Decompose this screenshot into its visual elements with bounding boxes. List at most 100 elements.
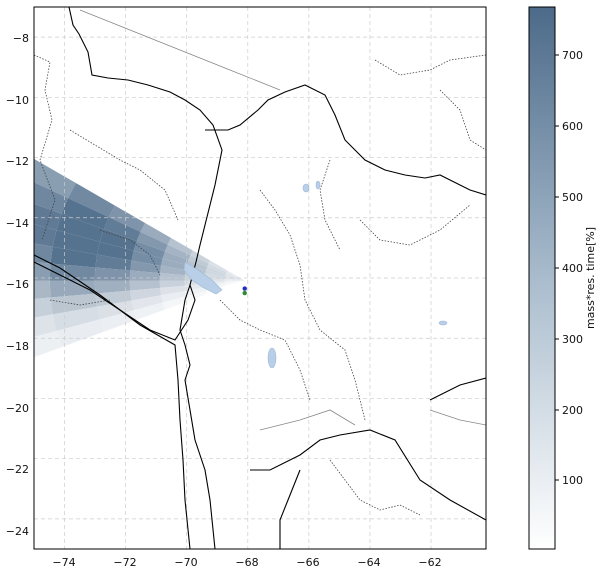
residence-wedge (224, 280, 245, 283)
bolivia-paraguay-border (250, 429, 486, 521)
residence-wedge (162, 251, 189, 265)
map-content (0, 7, 486, 549)
paraguay-brazil-border (429, 377, 486, 401)
residence-wedge (136, 231, 168, 252)
residence-wedge (160, 285, 186, 296)
y-tick-label: −12 (6, 155, 29, 168)
residence-wedge (159, 280, 185, 288)
colorbar-tick-label: 500 (562, 191, 583, 204)
residence-wedge (225, 280, 245, 286)
admin-line-7 (319, 159, 341, 251)
residence-wedge (131, 250, 163, 266)
admin-line-8 (219, 299, 311, 401)
colorbar-ticks: 100 200 300 400 500 600 700 (555, 49, 583, 487)
admin-line-3 (259, 189, 366, 421)
y-tick-labels: −8 −10 −12 −14 −16 −18 −20 −22 −24 (6, 32, 29, 538)
residence-wedge (34, 280, 51, 299)
residence-wedge (225, 275, 245, 281)
admin-line-9 (329, 459, 421, 516)
residence-wedge (190, 250, 211, 264)
residence-wedge (188, 255, 209, 267)
station-point (242, 290, 247, 296)
residence-wedge (34, 331, 62, 358)
residence-wedge (207, 263, 227, 274)
y-tick-label: −16 (6, 278, 29, 291)
residence-wedge (225, 273, 245, 281)
source-point (242, 286, 247, 291)
lakes (183, 180, 448, 369)
residence-wedge (0, 324, 3, 363)
state-line-3 (259, 409, 356, 431)
residence-wedge (0, 171, 10, 216)
bolivia-south-border (179, 284, 216, 549)
residence-wedge (160, 265, 186, 276)
residence-wedge (205, 270, 226, 278)
colorbar-tick-label: 200 (562, 404, 583, 417)
residence-wedge (0, 198, 3, 237)
residence-wedge (50, 246, 97, 268)
gridlines (34, 7, 486, 549)
coast-west (34, 254, 191, 549)
residence-wedge (95, 290, 132, 307)
lake-titicaca (183, 261, 223, 295)
admin-line-10 (99, 229, 161, 276)
residence-wedge (49, 263, 96, 281)
residence-wedge (185, 287, 207, 297)
admin-line-4 (359, 204, 471, 246)
colorbar-label: mass*res. time[%] (584, 227, 597, 329)
rivers-and-states (79, 9, 486, 431)
internal-borders (34, 54, 486, 516)
residence-wedge (130, 287, 161, 301)
residence-wedge (34, 158, 76, 199)
residence-wedge (130, 260, 161, 274)
colorbar: 100 200 300 400 500 600 700 mass*res. ti… (528, 6, 597, 550)
residence-wedge (97, 241, 134, 261)
residence-wedge (133, 241, 165, 259)
brazil-bolivia-border (205, 84, 486, 196)
residence-wedge (140, 223, 172, 245)
residence-wedge (129, 270, 161, 281)
residence-wedge (34, 224, 57, 247)
y-tick-label: −14 (6, 217, 29, 230)
map-frame (33, 6, 487, 550)
residence-wedge (204, 273, 225, 279)
residence-wedge (224, 280, 245, 284)
colorbar-tick-label: 400 (562, 262, 583, 275)
residence-wedge (131, 295, 163, 311)
x-tick-label: −70 (174, 556, 197, 569)
residence-wedge (103, 217, 141, 242)
residence-wedge (167, 238, 193, 256)
residence-wedge (68, 183, 115, 218)
admin-line-11 (49, 299, 111, 306)
residence-wedge (34, 262, 51, 281)
country-borders (34, 7, 486, 549)
admin-line-5 (374, 54, 486, 76)
x-tick-label: −64 (357, 556, 380, 569)
colorbar-tick-label: 600 (562, 120, 583, 133)
y-tick-label: −20 (6, 402, 29, 415)
residence-wedge (164, 244, 191, 260)
y-tick-label: −10 (6, 94, 29, 107)
x-tick-label: −74 (52, 556, 75, 569)
y-tick-label: −24 (6, 525, 29, 538)
y-tick-label: −8 (13, 32, 29, 45)
residence-wedge (186, 290, 208, 302)
residence-wedge (225, 272, 245, 281)
residence-wedge (208, 260, 228, 273)
residence-wedge (95, 254, 132, 271)
state-line-1 (79, 9, 281, 91)
residence-wedge (0, 145, 18, 195)
admin-line-6 (439, 89, 486, 151)
residence-wedge (56, 319, 104, 348)
x-tick-label: −68 (235, 556, 258, 569)
residence-wedge (133, 302, 165, 320)
residence-wedge (108, 205, 146, 232)
residence-wedge (34, 243, 53, 264)
peru-border (34, 7, 223, 341)
residence-wedge (224, 278, 245, 281)
y-tick-label: −22 (6, 463, 29, 476)
residence-wedge (34, 297, 53, 318)
colorbar-tick-label: 700 (562, 49, 583, 62)
